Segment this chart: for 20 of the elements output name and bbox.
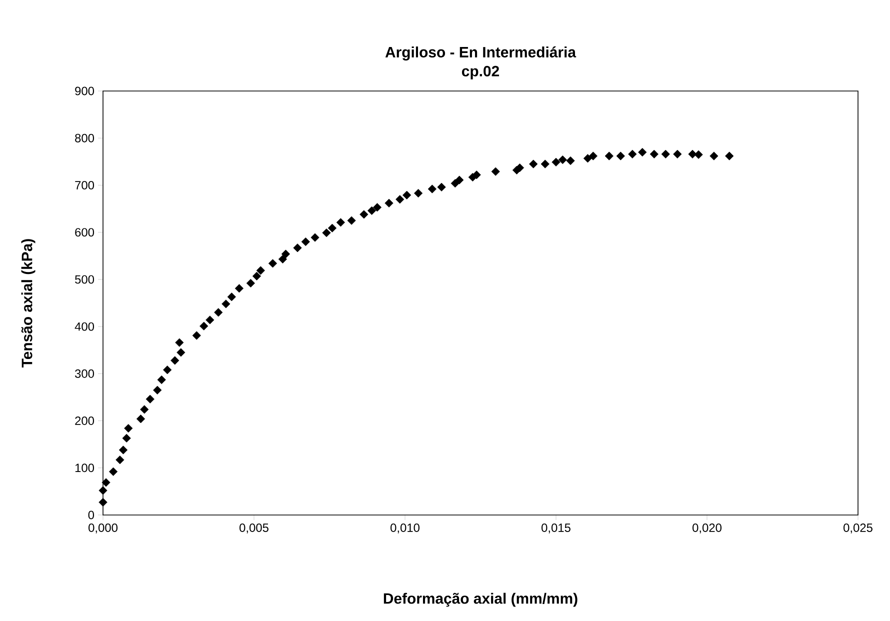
x-axis-title: Deformação axial (mm/mm) [384, 592, 578, 607]
y-tick-label: 200 [75, 416, 94, 425]
x-tick-label: 0,000 [88, 524, 118, 534]
x-tick-label: 0,020 [692, 524, 722, 534]
y-tick-label: 700 [75, 180, 94, 190]
chart-subtitle: cp.02 [462, 66, 500, 80]
y-tick-label: 400 [74, 322, 94, 331]
y-tick-label: 0 [88, 510, 94, 520]
x-tick-label: 0,015 [542, 524, 570, 534]
y-tick-label: 300 [74, 369, 94, 378]
x-tick-label: 0,025 [844, 524, 872, 534]
y-axis-title: Tensão axial (kPa) [21, 239, 36, 368]
y-tick-label: 900 [75, 86, 94, 96]
y-tick-label: 500 [75, 275, 94, 284]
x-tick-label: 0,010 [390, 524, 420, 534]
y-tick-label: 600 [75, 228, 94, 237]
y-tick-label: 800 [75, 134, 94, 142]
chart-title: Argiloso - En Intermediária [385, 46, 576, 61]
x-tick-label: 0,005 [240, 524, 268, 534]
y-tick-label: 100 [75, 464, 94, 472]
